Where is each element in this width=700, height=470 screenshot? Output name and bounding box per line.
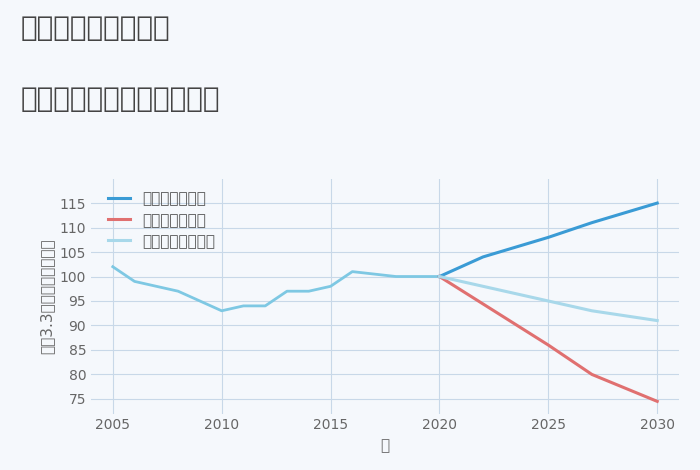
グッドシナリオ: [544, 235, 552, 240]
バッドシナリオ: [588, 372, 596, 377]
Text: 三重県伊賀市富永の: 三重県伊賀市富永の: [21, 14, 171, 42]
グッドシナリオ: [588, 220, 596, 226]
グッドシナリオ: [653, 200, 662, 206]
Legend: グッドシナリオ, バッドシナリオ, ノーマルシナリオ: グッドシナリオ, バッドシナリオ, ノーマルシナリオ: [104, 188, 219, 252]
バッドシナリオ: [544, 342, 552, 348]
ノーマルシナリオ: [544, 298, 552, 304]
Line: バッドシナリオ: バッドシナリオ: [440, 276, 657, 401]
Line: グッドシナリオ: グッドシナリオ: [440, 203, 657, 276]
ノーマルシナリオ: [588, 308, 596, 313]
ノーマルシナリオ: [435, 274, 444, 279]
Text: 中古マンションの価格推移: 中古マンションの価格推移: [21, 85, 221, 113]
バッドシナリオ: [653, 399, 662, 404]
Line: ノーマルシナリオ: ノーマルシナリオ: [440, 276, 657, 321]
X-axis label: 年: 年: [380, 438, 390, 453]
ノーマルシナリオ: [653, 318, 662, 323]
バッドシナリオ: [435, 274, 444, 279]
グッドシナリオ: [479, 254, 487, 260]
グッドシナリオ: [435, 274, 444, 279]
Y-axis label: 坪（3.3㎡）単価（万円）: 坪（3.3㎡）単価（万円）: [39, 238, 54, 354]
ノーマルシナリオ: [479, 283, 487, 289]
